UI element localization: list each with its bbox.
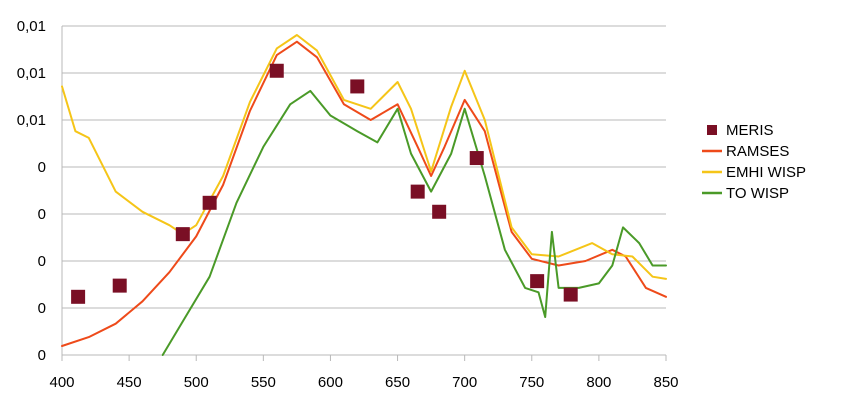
meris-marker <box>530 274 545 289</box>
legend-label: RAMSES <box>726 143 789 160</box>
legend: MERIS RAMSES EMHI WISP TO WISP <box>702 122 806 202</box>
meris-marker <box>112 278 127 293</box>
x-tick-label: 650 <box>385 374 410 391</box>
x-tick-labels: 400 450 500 550 600 650 700 750 800 850 <box>49 374 678 391</box>
x-tick-label: 700 <box>452 374 477 391</box>
y-tick-label: 0 <box>38 300 46 317</box>
series-line-to-wisp <box>161 89 667 356</box>
x-tick-label: 600 <box>318 374 343 391</box>
meris-marker <box>432 204 447 219</box>
y-tick-label: 0,01 <box>17 18 46 35</box>
y-tick-label: 0 <box>38 347 46 364</box>
y-tick-label: 0 <box>38 206 46 223</box>
x-tick-label: 500 <box>184 374 209 391</box>
meris-marker <box>350 79 365 94</box>
y-tick-label: 0 <box>38 253 46 270</box>
meris-marker <box>563 287 578 302</box>
meris-marker <box>269 63 284 78</box>
x-tick-label: 450 <box>117 374 142 391</box>
legend-label: TO WISP <box>726 185 789 202</box>
meris-marker <box>175 227 190 242</box>
series-line-emhi-wisp <box>61 34 667 280</box>
legend-item-to-wisp: TO WISP <box>702 185 789 202</box>
y-tick-label: 0 <box>38 159 46 176</box>
meris-marker <box>202 195 217 210</box>
x-tick-label: 400 <box>49 374 74 391</box>
y-tick-label: 0,01 <box>17 65 46 82</box>
y-grid <box>62 25 666 356</box>
meris-marker <box>469 151 484 166</box>
legend-label: MERIS <box>726 122 774 139</box>
legend-item-ramses: RAMSES <box>702 143 789 160</box>
legend-swatch <box>707 125 717 135</box>
legend-item-meris: MERIS <box>707 122 774 139</box>
x-tick-label: 800 <box>586 374 611 391</box>
series-markers <box>71 63 578 304</box>
y-tick-labels: 0 0 0 0 0 0,01 0,01 0,01 <box>17 18 46 364</box>
y-tick-label: 0,01 <box>17 112 46 129</box>
meris-marker <box>410 184 425 199</box>
meris-marker <box>71 289 86 304</box>
x-tick-label: 850 <box>653 374 678 391</box>
plot-area-frame <box>61 26 667 361</box>
x-tick-label: 750 <box>519 374 544 391</box>
legend-label: EMHI WISP <box>726 164 806 181</box>
x-tick-label: 550 <box>251 374 276 391</box>
series-lines <box>61 34 667 356</box>
series-line-ramses <box>61 40 667 347</box>
legend-item-emhi-wisp: EMHI WISP <box>702 164 806 181</box>
